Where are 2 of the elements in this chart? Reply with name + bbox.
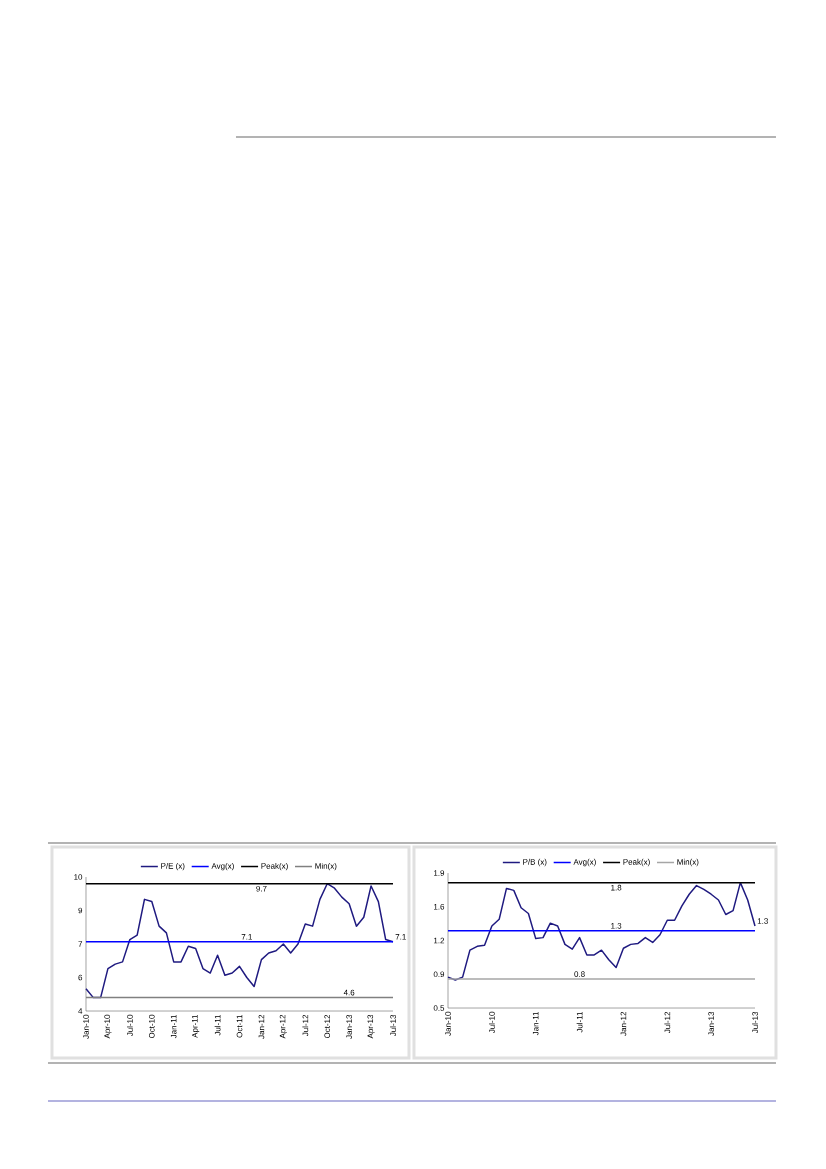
line-series [447,881,756,981]
line-series [85,882,394,999]
